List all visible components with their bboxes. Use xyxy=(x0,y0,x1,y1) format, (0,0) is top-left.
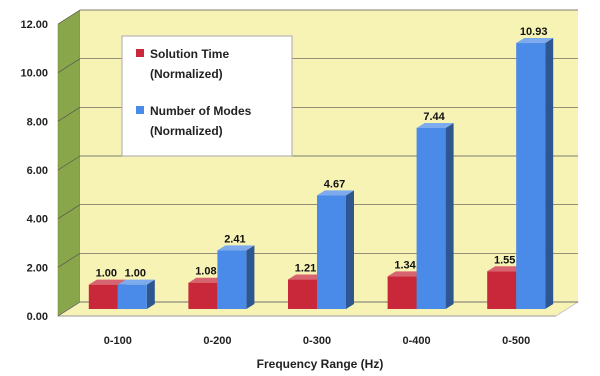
y-tick-label: 0.00 xyxy=(27,311,48,323)
bar-front xyxy=(417,128,446,309)
bar-number-of-modes-0-100 xyxy=(118,280,155,309)
bar-front xyxy=(188,283,217,309)
legend-label-solution-time: Solution Time xyxy=(150,47,229,61)
bar-front xyxy=(516,43,545,309)
bar-front xyxy=(388,276,417,309)
y-tick-label: 6.00 xyxy=(27,165,48,177)
data-label-number-of-modes-0-400: 7.44 xyxy=(423,111,445,123)
bar-number-of-modes-0-400 xyxy=(417,123,454,309)
legend-label-number-of-modes: Number of Modes xyxy=(150,104,252,118)
y-tick-label: 8.00 xyxy=(27,116,48,128)
legend-swatch-solution-time xyxy=(136,49,144,57)
legend-swatch-number-of-modes xyxy=(136,106,144,114)
y-tick-label: 2.00 xyxy=(27,262,48,274)
bar-front xyxy=(288,280,317,309)
y-tick-label: 4.00 xyxy=(27,214,48,226)
x-tick-label: 0-300 xyxy=(303,335,331,347)
bar-side xyxy=(446,123,454,309)
bar-number-of-modes-0-500 xyxy=(516,38,553,309)
data-label-number-of-modes-0-500: 10.93 xyxy=(520,26,548,38)
x-tick-label: 0-100 xyxy=(104,335,132,347)
bar-front xyxy=(89,285,118,309)
x-axis-title: Frequency Range (Hz) xyxy=(257,357,384,371)
data-label-solution-time-0-500: 1.55 xyxy=(494,254,515,266)
data-label-number-of-modes-0-200: 2.41 xyxy=(224,233,245,245)
bar-number-of-modes-0-200 xyxy=(217,245,254,309)
bar-front xyxy=(317,195,346,309)
bar-front xyxy=(118,285,147,309)
x-tick-label: 0-400 xyxy=(403,335,431,347)
data-label-solution-time-0-200: 1.08 xyxy=(195,266,216,278)
bar-side xyxy=(346,190,354,309)
bar-side xyxy=(147,280,155,309)
y-tick-label: 10.00 xyxy=(20,68,48,80)
y-tick-label: 12.00 xyxy=(20,19,48,31)
legend-label-number-of-modes-sub: (Normalized) xyxy=(150,124,223,138)
data-label-solution-time-0-400: 1.34 xyxy=(394,259,416,271)
x-axis-ticks: 0-100 0-200 0-300 0-400 0-500 xyxy=(104,335,531,347)
bar-front xyxy=(217,250,246,309)
data-label-solution-time-0-100: 1.00 xyxy=(96,268,117,280)
x-tick-label: 0-500 xyxy=(502,335,530,347)
bar-front xyxy=(487,271,516,309)
bar-side xyxy=(545,38,553,309)
y-axis-ticks: 0.00 2.00 4.00 6.00 8.00 10.00 12.00 xyxy=(20,19,48,323)
bar-side xyxy=(246,245,254,309)
legend-label-solution-time-sub: (Normalized) xyxy=(150,67,223,81)
data-label-solution-time-0-300: 1.21 xyxy=(295,263,316,275)
bar-number-of-modes-0-300 xyxy=(317,190,354,309)
data-label-number-of-modes-0-300: 4.67 xyxy=(324,178,345,190)
x-tick-label: 0-200 xyxy=(203,335,231,347)
data-label-number-of-modes-0-100: 1.00 xyxy=(125,268,146,280)
legend: Solution Time (Normalized) Number of Mod… xyxy=(122,36,292,156)
